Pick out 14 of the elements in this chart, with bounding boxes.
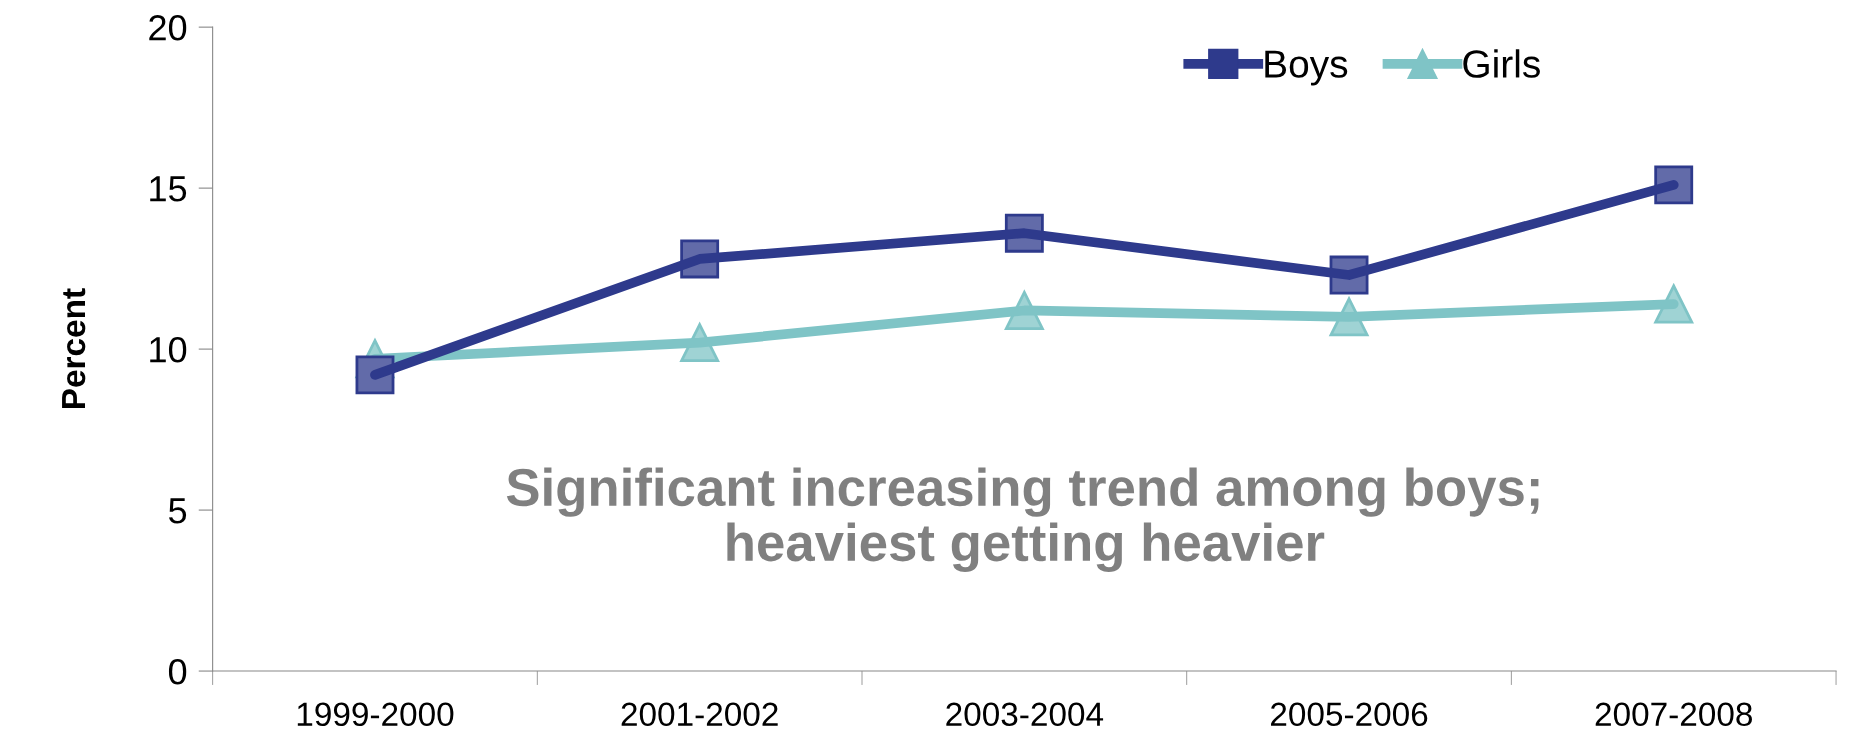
x-tick-label: 1999-2000 — [297, 702, 454, 727]
x-tick-label: 2005-2006 — [1271, 702, 1428, 727]
x-tick-label: 2001-2002 — [621, 702, 778, 727]
y-axis-title: Percent — [62, 288, 86, 409]
x-tick-label: 2007-2008 — [1595, 702, 1752, 727]
y-tick-label: 10 — [150, 336, 187, 363]
annotation: Significant increasing trend among boys; heaviest getting heavier — [506, 467, 1539, 573]
y-tick-label: 15 — [150, 176, 187, 202]
legend-label: Girls — [1463, 49, 1540, 78]
y-tick-label: 0 — [168, 658, 187, 685]
y-tick-label: 20 — [149, 15, 187, 41]
x-tick-label: 2003-2004 — [946, 702, 1104, 727]
y-tick-label: 5 — [169, 498, 187, 524]
legend-label: Boys — [1265, 50, 1348, 86]
